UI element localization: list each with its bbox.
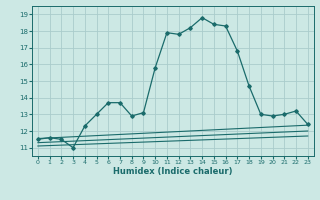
X-axis label: Humidex (Indice chaleur): Humidex (Indice chaleur) [113, 167, 233, 176]
